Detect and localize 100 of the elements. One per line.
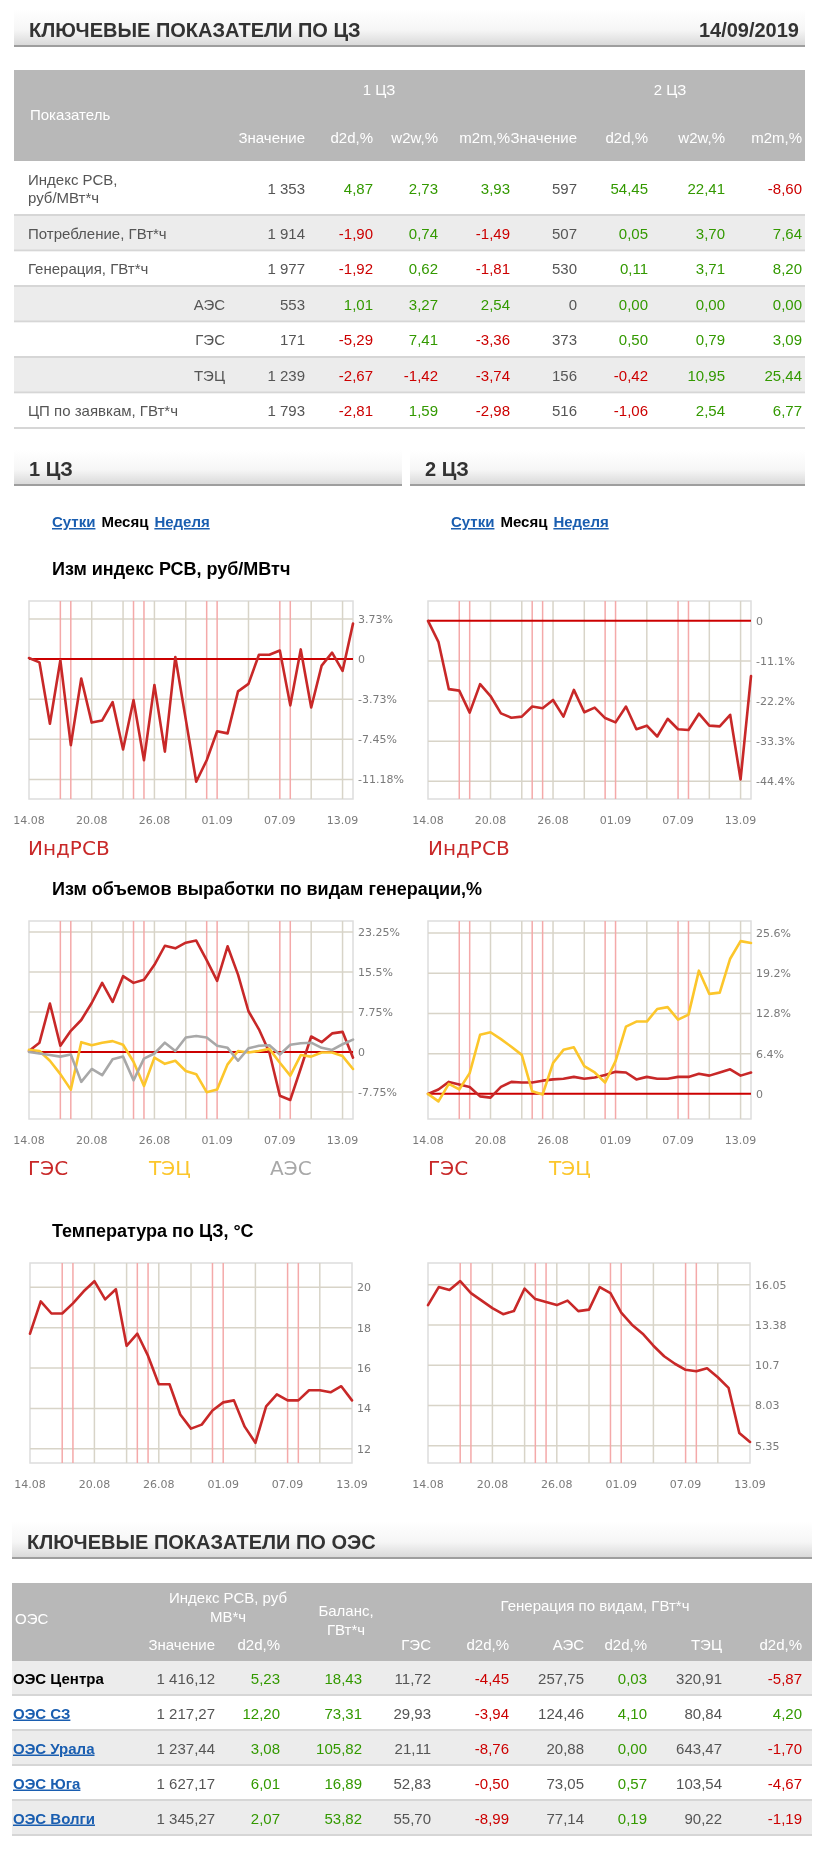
text: -1,06 — [613, 402, 648, 420]
x-tick-label: 14.08 — [412, 1478, 444, 1491]
text: Показатель — [30, 106, 111, 123]
text: 5,23 — [250, 1669, 280, 1687]
text: 0 — [568, 295, 577, 313]
y-tick-label: 8.03 — [755, 1399, 780, 1413]
category-label: ОЭС Центра — [13, 1669, 104, 1687]
text: -1,81 — [475, 260, 510, 278]
text: ТЭЦ — [548, 1156, 591, 1180]
chart-title: Изм индекс РСВ, руб/МВтч — [52, 559, 291, 579]
x-tick-label: 13.09 — [724, 1134, 757, 1147]
y-tick-label: 0 — [756, 1087, 763, 1101]
text: 52,83 — [393, 1774, 431, 1792]
y-tick-label: 14 — [357, 1402, 371, 1416]
text: 530 — [551, 260, 577, 278]
text: Месяц — [500, 513, 549, 530]
line-series — [27, 939, 355, 1102]
x-tick-label: 01.09 — [207, 1478, 239, 1491]
line-series — [426, 1068, 753, 1099]
text: 3,93 — [480, 179, 510, 197]
text: ТЭЦ — [148, 1156, 191, 1180]
text: Сутки — [52, 513, 96, 530]
text: ИндРСВ — [428, 836, 510, 860]
text: 1 353 — [267, 179, 305, 197]
y-tick-label: -22.2% — [756, 695, 795, 709]
x-tick-label: 01.09 — [201, 1134, 233, 1147]
text: АЭС — [270, 1156, 312, 1180]
text: Генерация по видам, ГВт*ч — [500, 1597, 690, 1614]
text: 0,50 — [618, 331, 648, 349]
text: -8,99 — [474, 1809, 509, 1827]
x-tick-label: 14.08 — [412, 1134, 444, 1147]
text: 7,64 — [772, 224, 802, 242]
category-label: d2d,% — [604, 1636, 647, 1653]
y-tick-label: 3.73% — [358, 612, 393, 626]
text: Сутки — [451, 513, 495, 530]
line-series — [27, 1039, 355, 1094]
text: 0,62 — [408, 260, 438, 278]
text: -1,90 — [338, 224, 373, 242]
text: 1,01 — [343, 295, 373, 313]
chart-title: Температура по ЦЗ, °C — [52, 1221, 254, 1241]
y-tick-label: 12 — [357, 1442, 371, 1456]
text: -8,60 — [767, 179, 802, 197]
x-tick-label: 26.08 — [537, 814, 569, 827]
y-tick-label: 13.38 — [755, 1318, 787, 1332]
text: -2,81 — [338, 402, 373, 420]
text: 20,88 — [546, 1739, 584, 1757]
x-tick-label: 07.09 — [264, 814, 296, 827]
text: 53,82 — [324, 1809, 362, 1827]
y-tick-label: 23.25% — [358, 926, 400, 940]
category-label: d2d,% — [330, 129, 373, 146]
category-label: Значение — [148, 1636, 215, 1653]
text: 21,11 — [394, 1739, 431, 1757]
text: 10,95 — [687, 366, 725, 384]
category-label: d2d,% — [466, 1636, 509, 1653]
y-tick-label: -11.1% — [756, 654, 795, 668]
text: 2 ЦЗ — [653, 81, 687, 98]
text: 257,75 — [538, 1669, 584, 1687]
text: -1,92 — [338, 260, 373, 278]
text: 73,05 — [546, 1774, 584, 1792]
category-label: d2d,% — [237, 1636, 280, 1653]
text: 1 416,12 — [156, 1669, 215, 1687]
text: -1,49 — [475, 224, 510, 242]
text: 4,20 — [772, 1704, 802, 1722]
text: 1 627,17 — [156, 1774, 215, 1792]
text: 1 977 — [267, 260, 305, 278]
text: 124,46 — [538, 1704, 584, 1722]
y-tick-label: 18 — [357, 1321, 371, 1335]
text: 3,70 — [695, 224, 725, 242]
chart-title: Изм объемов выработки по видам генерации,% — [52, 879, 483, 899]
text: 3,09 — [772, 331, 802, 349]
x-tick-label: 14.08 — [13, 1134, 45, 1147]
y-tick-label: -7.75% — [358, 1085, 397, 1099]
text: 25,44 — [764, 366, 802, 384]
text: 2,73 — [408, 179, 438, 197]
text: ГЭС — [28, 1156, 69, 1180]
text: -2,67 — [338, 366, 373, 384]
x-tick-label: 07.09 — [662, 814, 694, 827]
text: 0,00 — [772, 295, 802, 313]
category-label: ГЭС — [401, 1636, 432, 1653]
text: 2,54 — [480, 295, 510, 313]
text: 1 ЦЗ — [29, 458, 73, 480]
text: 0,57 — [617, 1774, 647, 1792]
text: 2,07 — [250, 1809, 280, 1827]
text: 1 793 — [267, 402, 305, 420]
x-tick-label: 07.09 — [669, 1478, 702, 1491]
text: 3,27 — [408, 295, 438, 313]
x-tick-label: 01.09 — [599, 814, 632, 827]
x-tick-label: 26.08 — [541, 1478, 573, 1491]
text: 1,59 — [408, 402, 438, 420]
category-label: ТЭЦ — [193, 366, 225, 384]
text: 6,77 — [772, 402, 802, 420]
text: Неделя — [154, 513, 210, 530]
category-label: d2d,% — [605, 129, 648, 146]
text: 516 — [551, 402, 577, 420]
text: Баланс, ГВт*ч — [318, 1602, 374, 1638]
y-tick-label: 0 — [358, 653, 365, 667]
text: -4,67 — [767, 1774, 802, 1792]
x-tick-label: 26.08 — [143, 1478, 175, 1491]
text: 4,87 — [343, 179, 373, 197]
text: 643,47 — [676, 1739, 722, 1757]
